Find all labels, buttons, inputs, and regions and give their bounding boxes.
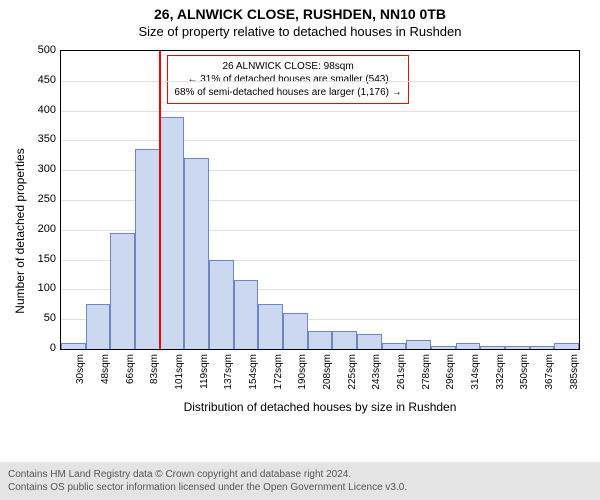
- histogram-bar: [283, 313, 308, 349]
- page-title: 26, ALNWICK CLOSE, RUSHDEN, NN10 0TB: [0, 0, 600, 22]
- plot-wrap: Number of detached properties 26 ALNWICK…: [0, 44, 600, 438]
- x-tick-label: 66sqm: [125, 354, 136, 414]
- y-tick-label: 500: [16, 44, 56, 56]
- plot-area: 26 ALNWICK CLOSE: 98sqm← 31% of detached…: [60, 50, 580, 350]
- page-subtitle: Size of property relative to detached ho…: [0, 22, 600, 39]
- callout-line: 26 ALNWICK CLOSE: 98sqm: [174, 60, 401, 73]
- x-tick-label: 261sqm: [396, 354, 407, 414]
- x-tick-label: 190sqm: [297, 354, 308, 414]
- histogram-bar: [431, 346, 456, 349]
- x-tick-label: 350sqm: [519, 354, 530, 414]
- y-tick-label: 150: [16, 253, 56, 265]
- y-tick-label: 0: [16, 342, 56, 354]
- histogram-bar: [357, 334, 382, 349]
- histogram-bar: [209, 260, 234, 349]
- x-tick-label: 154sqm: [248, 354, 259, 414]
- y-tick-label: 200: [16, 223, 56, 235]
- y-tick-label: 100: [16, 282, 56, 294]
- histogram-bar: [332, 331, 357, 349]
- histogram-bar: [184, 158, 209, 349]
- histogram-bar: [308, 331, 333, 349]
- y-tick-label: 450: [16, 74, 56, 86]
- footer-line-2: Contains OS public sector information li…: [8, 481, 592, 494]
- x-tick-label: 367sqm: [544, 354, 555, 414]
- footer: Contains HM Land Registry data © Crown c…: [0, 462, 600, 500]
- histogram-bar: [234, 280, 259, 349]
- x-tick-label: 172sqm: [273, 354, 284, 414]
- x-tick-label: 48sqm: [100, 354, 111, 414]
- callout-box: 26 ALNWICK CLOSE: 98sqm← 31% of detached…: [167, 55, 408, 104]
- histogram-bar: [554, 343, 579, 349]
- y-tick-label: 50: [16, 312, 56, 324]
- gridline: [61, 81, 579, 82]
- x-tick-label: 332sqm: [495, 354, 506, 414]
- page-root: 26, ALNWICK CLOSE, RUSHDEN, NN10 0TB Siz…: [0, 0, 600, 500]
- y-tick-label: 350: [16, 133, 56, 145]
- histogram-bar: [86, 304, 111, 349]
- histogram-bar: [61, 343, 86, 349]
- x-tick-label: 119sqm: [199, 354, 210, 414]
- y-tick-label: 250: [16, 193, 56, 205]
- histogram-bar: [406, 340, 431, 349]
- histogram-bar: [258, 304, 283, 349]
- x-tick-label: 137sqm: [223, 354, 234, 414]
- y-tick-label: 300: [16, 163, 56, 175]
- x-tick-label: 314sqm: [470, 354, 481, 414]
- callout-line: ← 31% of detached houses are smaller (54…: [174, 73, 401, 86]
- histogram-bar: [110, 233, 135, 349]
- x-tick-label: 385sqm: [569, 354, 580, 414]
- histogram-bar: [456, 343, 481, 349]
- histogram-bar: [135, 149, 160, 349]
- histogram-bar: [480, 346, 505, 349]
- gridline: [61, 140, 579, 141]
- x-tick-label: 225sqm: [347, 354, 358, 414]
- x-tick-label: 243sqm: [371, 354, 382, 414]
- x-tick-label: 101sqm: [174, 354, 185, 414]
- footer-line-1: Contains HM Land Registry data © Crown c…: [8, 468, 592, 481]
- x-tick-label: 30sqm: [75, 354, 86, 414]
- histogram-bar: [382, 343, 407, 349]
- callout-line: 68% of semi-detached houses are larger (…: [174, 86, 401, 99]
- x-tick-label: 296sqm: [445, 354, 456, 414]
- x-tick-label: 208sqm: [322, 354, 333, 414]
- y-tick-label: 400: [16, 104, 56, 116]
- histogram-bar: [505, 346, 530, 349]
- property-marker-line: [159, 51, 161, 349]
- x-tick-label: 278sqm: [421, 354, 432, 414]
- gridline: [61, 111, 579, 112]
- histogram-bar: [530, 346, 555, 349]
- histogram-bar: [160, 117, 185, 349]
- x-tick-label: 83sqm: [149, 354, 160, 414]
